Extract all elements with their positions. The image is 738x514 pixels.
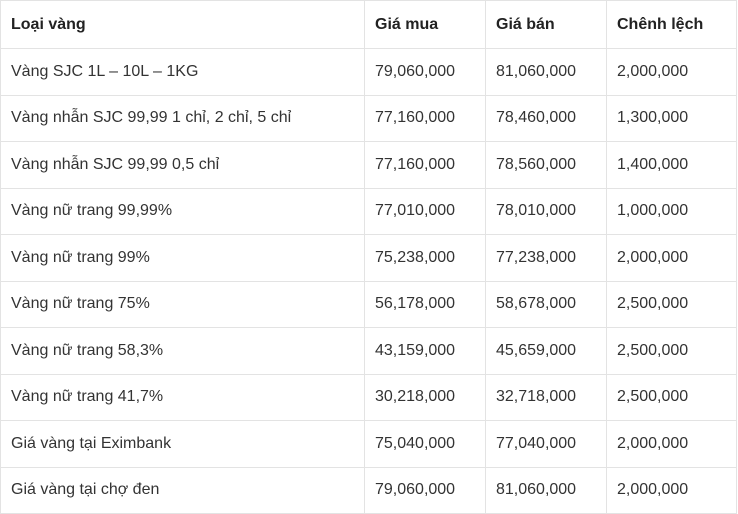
table-row: Giá vàng tại chợ đen 79,060,000 81,060,0… (0, 466, 737, 514)
cell-difference: 1,000,000 (606, 187, 737, 235)
table-row: Vàng nữ trang 75% 56,178,000 58,678,000 … (0, 280, 737, 328)
cell-gold-type: Vàng nhẫn SJC 99,99 1 chỉ, 2 chỉ, 5 chỉ (0, 94, 365, 142)
cell-sell-price: 32,718,000 (485, 373, 607, 421)
cell-gold-type: Vàng nhẫn SJC 99,99 0,5 chỉ (0, 141, 365, 189)
cell-difference: 2,000,000 (606, 466, 737, 514)
table-row: Vàng SJC 1L – 10L – 1KG 79,060,000 81,06… (0, 48, 737, 96)
table-row: Vàng nữ trang 99% 75,238,000 77,238,000 … (0, 234, 737, 282)
cell-gold-type: Vàng nữ trang 41,7% (0, 373, 365, 421)
cell-sell-price: 78,560,000 (485, 141, 607, 189)
table-row: Giá vàng tại Eximbank 75,040,000 77,040,… (0, 420, 737, 468)
table-row: Vàng nhẫn SJC 99,99 0,5 chỉ 77,160,000 7… (0, 141, 737, 189)
cell-difference: 2,500,000 (606, 280, 737, 328)
cell-buy-price: 43,159,000 (364, 327, 486, 375)
cell-buy-price: 77,010,000 (364, 187, 486, 235)
cell-buy-price: 79,060,000 (364, 466, 486, 514)
cell-sell-price: 58,678,000 (485, 280, 607, 328)
cell-sell-price: 77,238,000 (485, 234, 607, 282)
cell-difference: 2,000,000 (606, 420, 737, 468)
cell-difference: 1,300,000 (606, 94, 737, 142)
cell-buy-price: 79,060,000 (364, 48, 486, 96)
cell-sell-price: 78,010,000 (485, 187, 607, 235)
header-buy-price: Giá mua (364, 0, 486, 49)
table-row: Vàng nhẫn SJC 99,99 1 chỉ, 2 chỉ, 5 chỉ … (0, 94, 737, 142)
table-header: Loại vàng Giá mua Giá bán Chênh lệch (0, 0, 737, 49)
cell-gold-type: Giá vàng tại Eximbank (0, 420, 365, 468)
cell-buy-price: 75,040,000 (364, 420, 486, 468)
cell-sell-price: 77,040,000 (485, 420, 607, 468)
cell-sell-price: 81,060,000 (485, 48, 607, 96)
cell-gold-type: Vàng nữ trang 75% (0, 280, 365, 328)
cell-buy-price: 75,238,000 (364, 234, 486, 282)
table-row: Vàng nữ trang 41,7% 30,218,000 32,718,00… (0, 373, 737, 421)
cell-difference: 2,500,000 (606, 373, 737, 421)
cell-buy-price: 30,218,000 (364, 373, 486, 421)
cell-gold-type: Vàng nữ trang 99% (0, 234, 365, 282)
header-difference: Chênh lệch (606, 0, 737, 49)
cell-gold-type: Giá vàng tại chợ đen (0, 466, 365, 514)
cell-difference: 2,000,000 (606, 234, 737, 282)
cell-sell-price: 45,659,000 (485, 327, 607, 375)
table-row: Vàng nữ trang 58,3% 43,159,000 45,659,00… (0, 327, 737, 375)
cell-buy-price: 77,160,000 (364, 141, 486, 189)
cell-gold-type: Vàng nữ trang 58,3% (0, 327, 365, 375)
header-gold-type: Loại vàng (0, 0, 365, 49)
cell-sell-price: 78,460,000 (485, 94, 607, 142)
cell-gold-type: Vàng SJC 1L – 10L – 1KG (0, 48, 365, 96)
cell-buy-price: 56,178,000 (364, 280, 486, 328)
cell-gold-type: Vàng nữ trang 99,99% (0, 187, 365, 235)
cell-difference: 2,000,000 (606, 48, 737, 96)
header-row: Loại vàng Giá mua Giá bán Chênh lệch (0, 0, 737, 49)
cell-buy-price: 77,160,000 (364, 94, 486, 142)
header-sell-price: Giá bán (485, 0, 607, 49)
cell-difference: 2,500,000 (606, 327, 737, 375)
cell-difference: 1,400,000 (606, 141, 737, 189)
table-row: Vàng nữ trang 99,99% 77,010,000 78,010,0… (0, 187, 737, 235)
cell-sell-price: 81,060,000 (485, 466, 607, 514)
table-body: Vàng SJC 1L – 10L – 1KG 79,060,000 81,06… (0, 48, 737, 514)
